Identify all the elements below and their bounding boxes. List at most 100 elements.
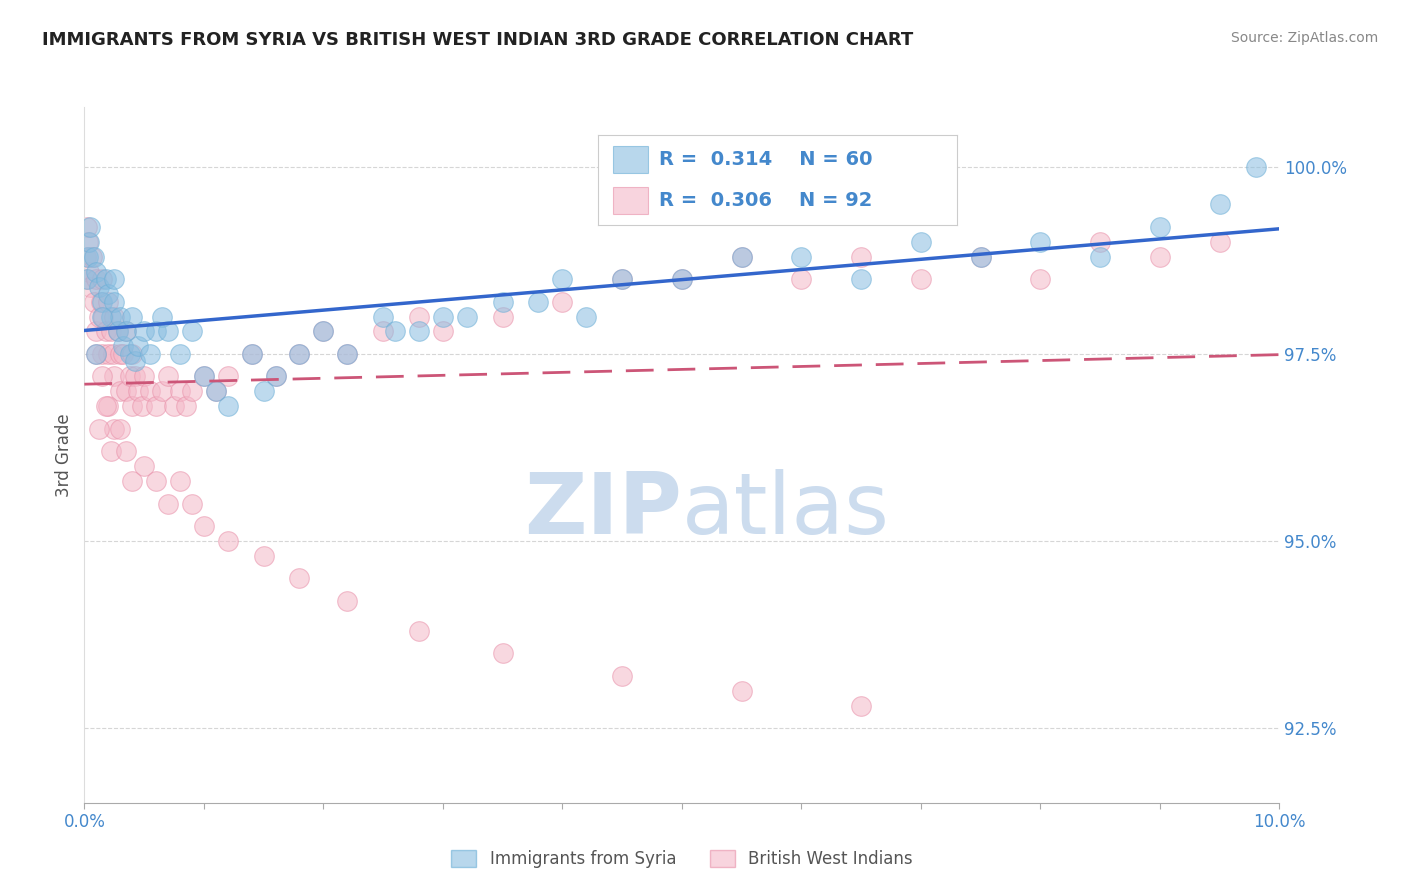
Point: [432, 310, 454, 324]
Point: [76, 219, 98, 234]
Point: [157, 325, 180, 339]
Point: [93, 310, 115, 324]
Point: [115, 325, 138, 339]
Point: [264, 369, 287, 384]
Point: [336, 347, 359, 361]
Text: ZIP: ZIP: [524, 469, 682, 552]
Point: [87, 310, 110, 324]
Point: [408, 325, 430, 339]
Point: [169, 384, 191, 399]
Point: [790, 272, 813, 286]
Point: [150, 384, 173, 399]
Point: [910, 235, 932, 249]
Point: [90, 294, 112, 309]
Point: [139, 384, 162, 399]
Point: [91, 310, 114, 324]
Point: [193, 369, 215, 384]
Point: [77, 235, 100, 249]
Point: [97, 347, 120, 361]
Point: [103, 272, 125, 286]
Point: [110, 384, 132, 399]
Point: [76, 272, 98, 286]
Point: [205, 384, 228, 399]
Point: [87, 279, 110, 293]
Point: [174, 399, 197, 413]
Point: [97, 399, 120, 413]
Point: [77, 235, 100, 249]
Point: [169, 474, 191, 488]
Point: [157, 369, 180, 384]
Point: [150, 310, 173, 324]
Text: Source: ZipAtlas.com: Source: ZipAtlas.com: [1230, 31, 1378, 45]
Point: [849, 250, 872, 264]
Point: [94, 399, 117, 413]
Point: [107, 325, 129, 339]
Point: [288, 571, 311, 585]
Point: [100, 310, 122, 324]
Point: [217, 369, 239, 384]
Point: [131, 399, 153, 413]
Point: [127, 339, 149, 353]
Point: [139, 347, 162, 361]
Point: [115, 325, 138, 339]
Point: [97, 287, 120, 301]
Point: [97, 294, 120, 309]
Point: [132, 459, 156, 474]
Point: [77, 265, 100, 279]
Point: [103, 310, 125, 324]
Point: [1208, 197, 1230, 211]
Point: [312, 325, 335, 339]
Point: [1208, 235, 1230, 249]
Point: [91, 294, 114, 309]
Point: [121, 474, 143, 488]
Point: [205, 384, 228, 399]
Point: [91, 347, 114, 361]
Point: [408, 624, 430, 638]
Point: [849, 272, 872, 286]
Point: [193, 369, 215, 384]
Point: [101, 347, 124, 361]
Point: [336, 594, 359, 608]
Point: [145, 399, 167, 413]
Point: [100, 444, 122, 458]
Point: [731, 683, 754, 698]
Point: [111, 339, 134, 353]
Point: [83, 294, 105, 309]
Point: [103, 422, 125, 436]
Point: [371, 310, 394, 324]
Point: [87, 422, 110, 436]
Legend: Immigrants from Syria, British West Indians: Immigrants from Syria, British West Indi…: [444, 843, 920, 874]
Point: [288, 347, 311, 361]
Point: [76, 272, 98, 286]
Point: [731, 250, 754, 264]
Point: [94, 325, 117, 339]
Point: [432, 325, 454, 339]
Point: [86, 325, 108, 339]
Point: [371, 325, 394, 339]
Point: [336, 347, 359, 361]
Point: [77, 250, 100, 264]
Point: [180, 325, 202, 339]
Point: [1029, 235, 1052, 249]
Point: [121, 399, 143, 413]
Point: [103, 294, 125, 309]
Point: [1088, 250, 1111, 264]
Point: [384, 325, 406, 339]
Point: [217, 533, 239, 548]
Point: [731, 250, 754, 264]
Point: [1149, 219, 1171, 234]
Point: [970, 250, 993, 264]
Point: [910, 272, 932, 286]
Point: [492, 646, 515, 660]
Point: [575, 310, 598, 324]
Point: [193, 519, 215, 533]
Point: [492, 294, 515, 309]
Point: [1029, 272, 1052, 286]
Point: [132, 325, 156, 339]
Point: [145, 474, 167, 488]
Point: [180, 497, 202, 511]
Point: [240, 347, 263, 361]
Point: [264, 369, 287, 384]
Point: [118, 369, 141, 384]
Point: [107, 325, 129, 339]
